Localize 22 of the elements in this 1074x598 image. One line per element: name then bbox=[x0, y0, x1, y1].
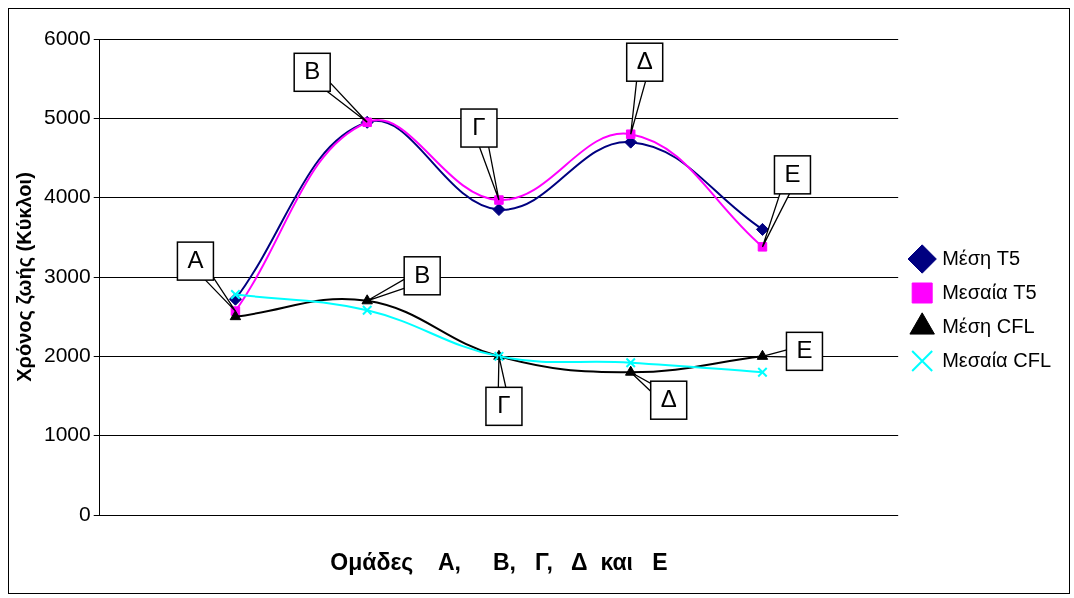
annotation: Γ bbox=[460, 109, 497, 148]
annotation: Ε bbox=[786, 332, 823, 371]
legend-label: Μεσαία CFL bbox=[942, 348, 1051, 371]
annotation: Β bbox=[404, 256, 441, 295]
legend-label: Μέση T5 bbox=[942, 246, 1021, 269]
legend-label: Μεσαία T5 bbox=[942, 280, 1037, 303]
annotation: Δ bbox=[626, 43, 663, 82]
y-tick-label: 1000 bbox=[44, 422, 91, 446]
annotation: Β bbox=[294, 53, 331, 92]
y-tick-label: 3000 bbox=[44, 263, 91, 287]
y-tick-label: 6000 bbox=[44, 25, 91, 49]
x-axis-title: Ομάδες Α, Β, Γ, Δ και Ε bbox=[330, 548, 668, 575]
y-tick-label: 5000 bbox=[44, 105, 91, 129]
y-axis-title: Χρόνος ζωής (Κύκλοι) bbox=[12, 172, 35, 382]
y-tick-label: 2000 bbox=[44, 343, 91, 367]
annotation: Ε bbox=[774, 155, 811, 194]
annotation: Γ bbox=[485, 387, 522, 426]
legend-label: Μέση CFL bbox=[942, 314, 1035, 337]
y-tick-label: 0 bbox=[79, 501, 91, 525]
y-tick-label: 4000 bbox=[44, 184, 91, 208]
annotation: Δ bbox=[650, 381, 687, 420]
annotation: Α bbox=[177, 242, 214, 281]
